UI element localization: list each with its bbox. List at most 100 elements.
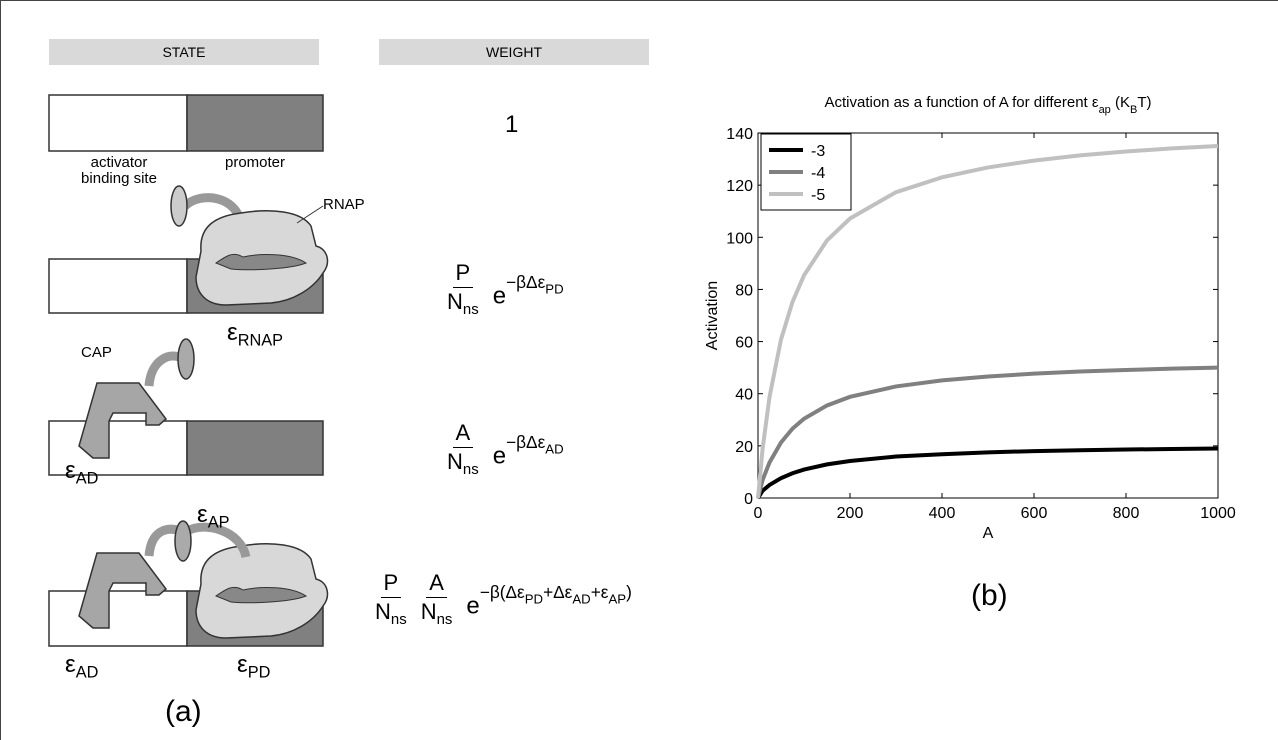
formula-sup: ) (626, 582, 632, 603)
formula-text: ε (237, 651, 248, 678)
formula-text: ε (227, 319, 238, 346)
protein-label: CAP (81, 344, 112, 361)
series-line (756, 365, 1219, 499)
formula-text: N (447, 449, 463, 474)
formula-supsub: AD (545, 442, 564, 457)
fraction: P Nns (447, 259, 479, 324)
formula-text: N (447, 289, 463, 314)
title-text: Activation as a function of A for differ… (824, 94, 1098, 111)
formula-text: ε (197, 501, 208, 528)
state-header: STATE (49, 39, 319, 65)
ring (170, 185, 188, 227)
x-tick-label: 200 (837, 505, 864, 522)
site-label: activator binding site (81, 154, 157, 187)
legend-label: -4 (811, 165, 825, 182)
formula-supsub: AP (608, 592, 627, 607)
y-tick-label: 0 (744, 491, 753, 508)
formula-supsub: PD (524, 592, 544, 607)
legend-label: -5 (811, 187, 825, 204)
formula-text: ε (65, 457, 76, 484)
title-sub: ap (1099, 104, 1111, 116)
y-axis-label: Activation (704, 281, 721, 350)
formula-supsub: PD (545, 282, 564, 297)
y-tick-label: 60 (735, 335, 753, 352)
fraction: A Nns (421, 569, 453, 634)
binding-site (48, 94, 188, 152)
numerator: P (452, 259, 474, 288)
binding-site (48, 258, 188, 314)
weight-header: WEIGHT (379, 39, 649, 65)
formula-sub: ns (436, 611, 453, 629)
fraction: P Nns (375, 569, 407, 634)
binding-site (48, 420, 188, 476)
formula-text: N (375, 599, 391, 624)
exponential: 1 (505, 111, 518, 139)
formula-supsub: AD (572, 592, 591, 607)
x-tick-label: 400 (929, 505, 956, 522)
formula-sub: RNAP (237, 331, 284, 350)
site-label: promoter (224, 154, 286, 171)
y-tick-label: 20 (735, 439, 753, 456)
exponential: e−β(ΔεPD+ΔεAD+εAP) (466, 582, 631, 621)
formula-sub: ns (390, 611, 407, 629)
energy-label: εAP (197, 501, 229, 533)
formula-text: N (420, 599, 437, 624)
panel-caption: (b) (971, 579, 1008, 612)
denominator: Nns (447, 448, 479, 484)
formula-sub: AP (207, 513, 230, 532)
title-sub: B (1130, 104, 1137, 116)
formula-text: 1 (505, 111, 519, 138)
formula-sup: −βΔε (506, 272, 546, 293)
y-tick-label: 100 (726, 230, 753, 247)
x-axis-label: A (983, 525, 994, 542)
formula-text: e (492, 442, 507, 470)
binding-site (48, 590, 188, 647)
formula-sup: +ε (590, 582, 609, 603)
formula-sup: −β(Δε (479, 582, 525, 603)
pointer (296, 205, 324, 224)
weight: 1 (505, 111, 518, 139)
plot-frame (757, 132, 1219, 499)
y-tick-label: 40 (735, 387, 753, 404)
formula-sup: −βΔε (506, 432, 546, 453)
formula-text: e (466, 592, 480, 620)
energy-label: εAD (65, 651, 98, 683)
weight: P Nns e−βΔεPD (447, 259, 564, 324)
weight: P Nns A Nns e−β(ΔεPD+ΔεAD+εAP) (375, 569, 632, 634)
formula-sub: ns (462, 461, 479, 479)
formula-sub: ns (462, 301, 479, 319)
ring (177, 338, 195, 380)
promoter-site (186, 420, 324, 476)
protein-label: RNAP (323, 196, 365, 213)
title-text: (K (1111, 94, 1130, 111)
panel-caption: (a) (165, 695, 202, 728)
x-tick-label: 1000 (1200, 505, 1236, 522)
exponential: e−βΔεAD (493, 432, 564, 471)
formula-sub: AD (75, 663, 99, 682)
weight: A Nns e−βΔεAD (447, 419, 564, 484)
y-tick-label: 140 (726, 126, 753, 143)
denominator: Nns (421, 598, 453, 634)
denominator: Nns (375, 598, 407, 634)
energy-label: εPD (237, 651, 270, 683)
series-line (756, 144, 1219, 499)
numerator: A (426, 569, 447, 598)
formula-sub: PD (247, 663, 271, 682)
numerator: P (380, 569, 402, 598)
legend-label: -3 (811, 143, 825, 160)
formula-sup: +Δε (543, 582, 573, 603)
promoter-site (186, 94, 324, 152)
energy-label: εRNAP (227, 319, 283, 351)
exponential: e−βΔεPD (493, 272, 564, 311)
title-text: T) (1137, 94, 1151, 111)
y-tick-label: 120 (726, 178, 753, 195)
numerator: A (452, 419, 474, 448)
formula-sub: AD (75, 469, 99, 488)
denominator: Nns (447, 288, 479, 324)
x-tick-label: 600 (1021, 505, 1048, 522)
energy-label: εAD (65, 457, 98, 489)
formula-text: ε (65, 651, 76, 678)
series-line (756, 446, 1219, 500)
